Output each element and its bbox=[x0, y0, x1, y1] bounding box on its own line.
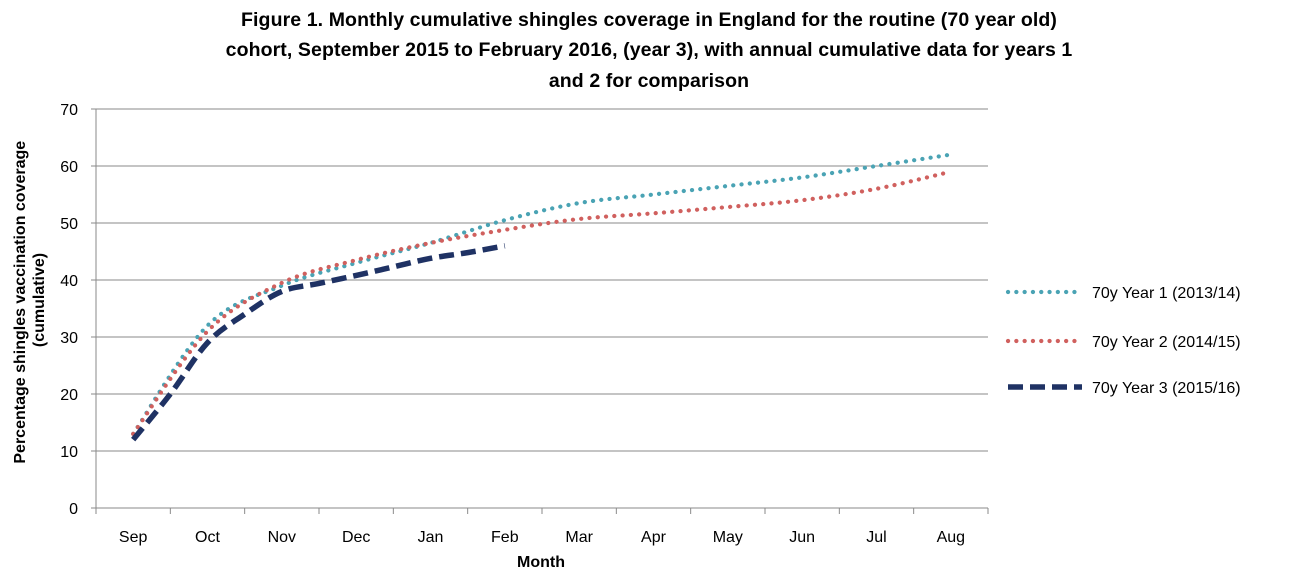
y-tick-label: 40 bbox=[60, 273, 78, 290]
x-tick-label: Sep bbox=[119, 529, 148, 546]
y-axis-title: Percentage shingles vaccination coverage… bbox=[12, 136, 48, 463]
y-tick-label: 70 bbox=[60, 102, 78, 119]
gridlines bbox=[96, 108, 988, 452]
series-lines bbox=[131, 152, 953, 442]
x-tick-label: Dec bbox=[342, 529, 370, 546]
y-tick-label: 30 bbox=[60, 330, 78, 347]
chart-title-line-2: cohort, September 2015 to February 2016,… bbox=[225, 39, 1073, 61]
y-tick-label: 10 bbox=[60, 444, 78, 461]
y-axis-title-line-2: (cumulative) bbox=[31, 253, 48, 347]
y-axis-title-line-1: Percentage shingles vaccination coverage bbox=[12, 141, 29, 464]
x-tick-label: Aug bbox=[937, 529, 965, 546]
x-tick-label: Oct bbox=[195, 529, 220, 546]
legend: 70y Year 1 (2013/14) 70y Year 2 (2014/15)… bbox=[1005, 285, 1241, 397]
x-tick-label: Feb bbox=[491, 529, 519, 546]
x-tick-label: Jul bbox=[866, 529, 886, 546]
axis-labels: Month Percentage shingles vaccination co… bbox=[12, 136, 565, 571]
chart-title-line-3: and 2 for comparison bbox=[548, 70, 750, 92]
y-tick-label: 0 bbox=[69, 501, 78, 518]
legend-label-3: 70y Year 3 (2015/16) bbox=[1092, 380, 1241, 397]
x-tick-label: Apr bbox=[641, 529, 667, 546]
x-tick-label: May bbox=[713, 529, 743, 546]
x-tick-label: Jan bbox=[418, 529, 444, 546]
x-tick-label: Nov bbox=[268, 529, 296, 546]
chart-title-line-1: Figure 1. Monthly cumulative shingles co… bbox=[241, 9, 1057, 31]
x-tick-label: Mar bbox=[565, 529, 593, 546]
legend-label-2: 70y Year 2 (2014/15) bbox=[1092, 334, 1241, 351]
x-tick-label: Jun bbox=[789, 529, 815, 546]
series-line-2 bbox=[131, 169, 953, 436]
y-tick-label: 50 bbox=[60, 216, 78, 233]
series-line-3 bbox=[131, 243, 506, 442]
y-tick-label: 60 bbox=[60, 159, 78, 176]
legend-label-1: 70y Year 1 (2013/14) bbox=[1092, 285, 1241, 302]
y-tick-label: 20 bbox=[60, 387, 78, 404]
axes: 0 10 20 30 40 50 60 70 Sep Oct Nov Dec Jan Feb Mar Apr M… bbox=[60, 102, 989, 546]
x-axis-title: Month bbox=[517, 554, 565, 571]
